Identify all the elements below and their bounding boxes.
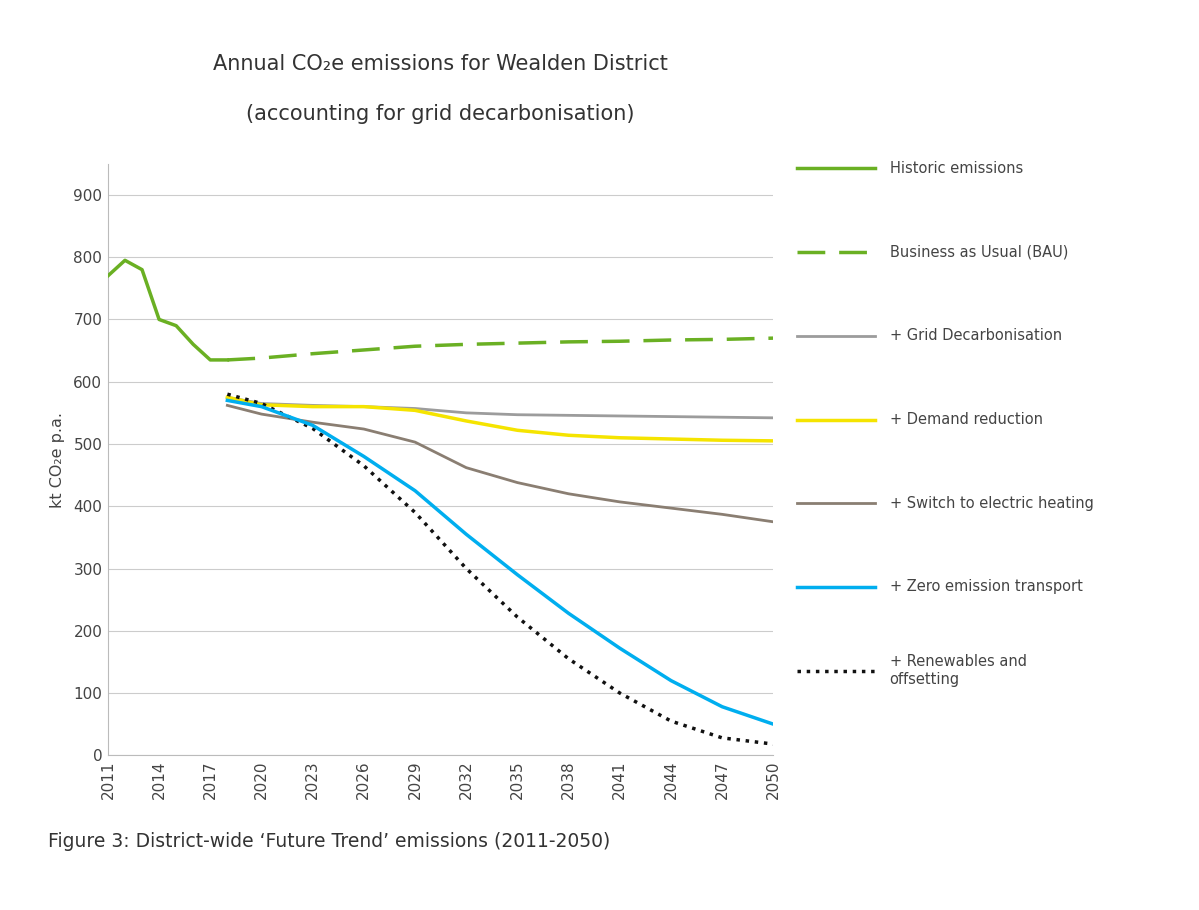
Text: + Switch to electric heating: + Switch to electric heating (890, 496, 1093, 511)
Text: + Demand reduction: + Demand reduction (890, 412, 1043, 427)
Text: + Grid Decarbonisation: + Grid Decarbonisation (890, 329, 1062, 343)
Text: Historic emissions: Historic emissions (890, 161, 1023, 176)
Text: + Renewables and
offsetting: + Renewables and offsetting (890, 654, 1026, 687)
Text: Figure 3: District-wide ‘Future Trend’ emissions (2011-2050): Figure 3: District-wide ‘Future Trend’ e… (48, 833, 610, 851)
Text: (accounting for grid decarbonisation): (accounting for grid decarbonisation) (246, 104, 635, 124)
Text: Annual CO₂e emissions for Wealden District: Annual CO₂e emissions for Wealden Distri… (213, 54, 668, 74)
Y-axis label: kt CO₂e p.a.: kt CO₂e p.a. (50, 411, 65, 508)
Text: + Zero emission transport: + Zero emission transport (890, 580, 1083, 594)
Text: Business as Usual (BAU): Business as Usual (BAU) (890, 245, 1068, 259)
